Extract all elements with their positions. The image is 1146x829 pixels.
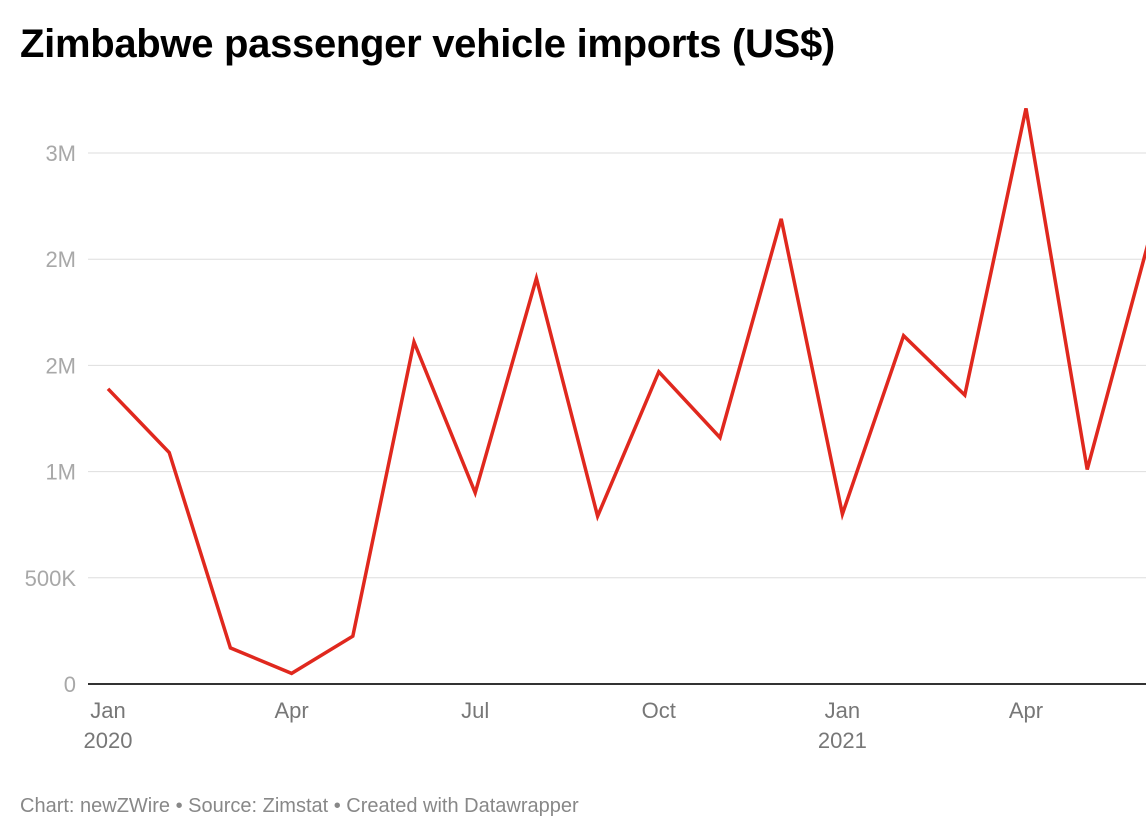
x-tick-label: Apr bbox=[274, 698, 308, 723]
series-lines bbox=[106, 108, 1146, 676]
y-tick-label: 2M bbox=[45, 247, 76, 272]
y-tick-label: 500K bbox=[25, 566, 77, 591]
series-line bbox=[106, 108, 1146, 676]
x-tick-year-label: 2021 bbox=[818, 728, 867, 753]
x-tick-year-label: 2020 bbox=[84, 728, 133, 753]
x-tick-label: Jan bbox=[825, 698, 860, 723]
x-axis-tick-labels: Jan 2020 Apr Jul Oct Jan 2021 Apr bbox=[84, 698, 1044, 753]
line-chart: 0 500K 1M 2M 2M 3M Jan 2020 Apr Jul Oct Jan 2021 Apr bbox=[25, 108, 1146, 753]
chart-title: Zimbabwe passenger vehicle imports (US$) bbox=[20, 22, 835, 66]
y-tick-label: 1M bbox=[45, 460, 76, 485]
chart-footer: Chart: newZWire • Source: Zimstat • Crea… bbox=[20, 795, 579, 817]
x-tick-label: Oct bbox=[642, 698, 676, 723]
x-tick-label: Jan bbox=[90, 698, 125, 723]
x-tick-label: Jul bbox=[461, 698, 489, 723]
y-tick-label: 2M bbox=[45, 353, 76, 378]
y-tick-label: 0 bbox=[64, 672, 76, 697]
y-axis-tick-labels: 0 500K 1M 2M 2M 3M bbox=[25, 141, 77, 697]
x-tick-label: Apr bbox=[1009, 698, 1043, 723]
gridlines bbox=[88, 152, 1146, 579]
y-tick-label: 3M bbox=[45, 141, 76, 166]
